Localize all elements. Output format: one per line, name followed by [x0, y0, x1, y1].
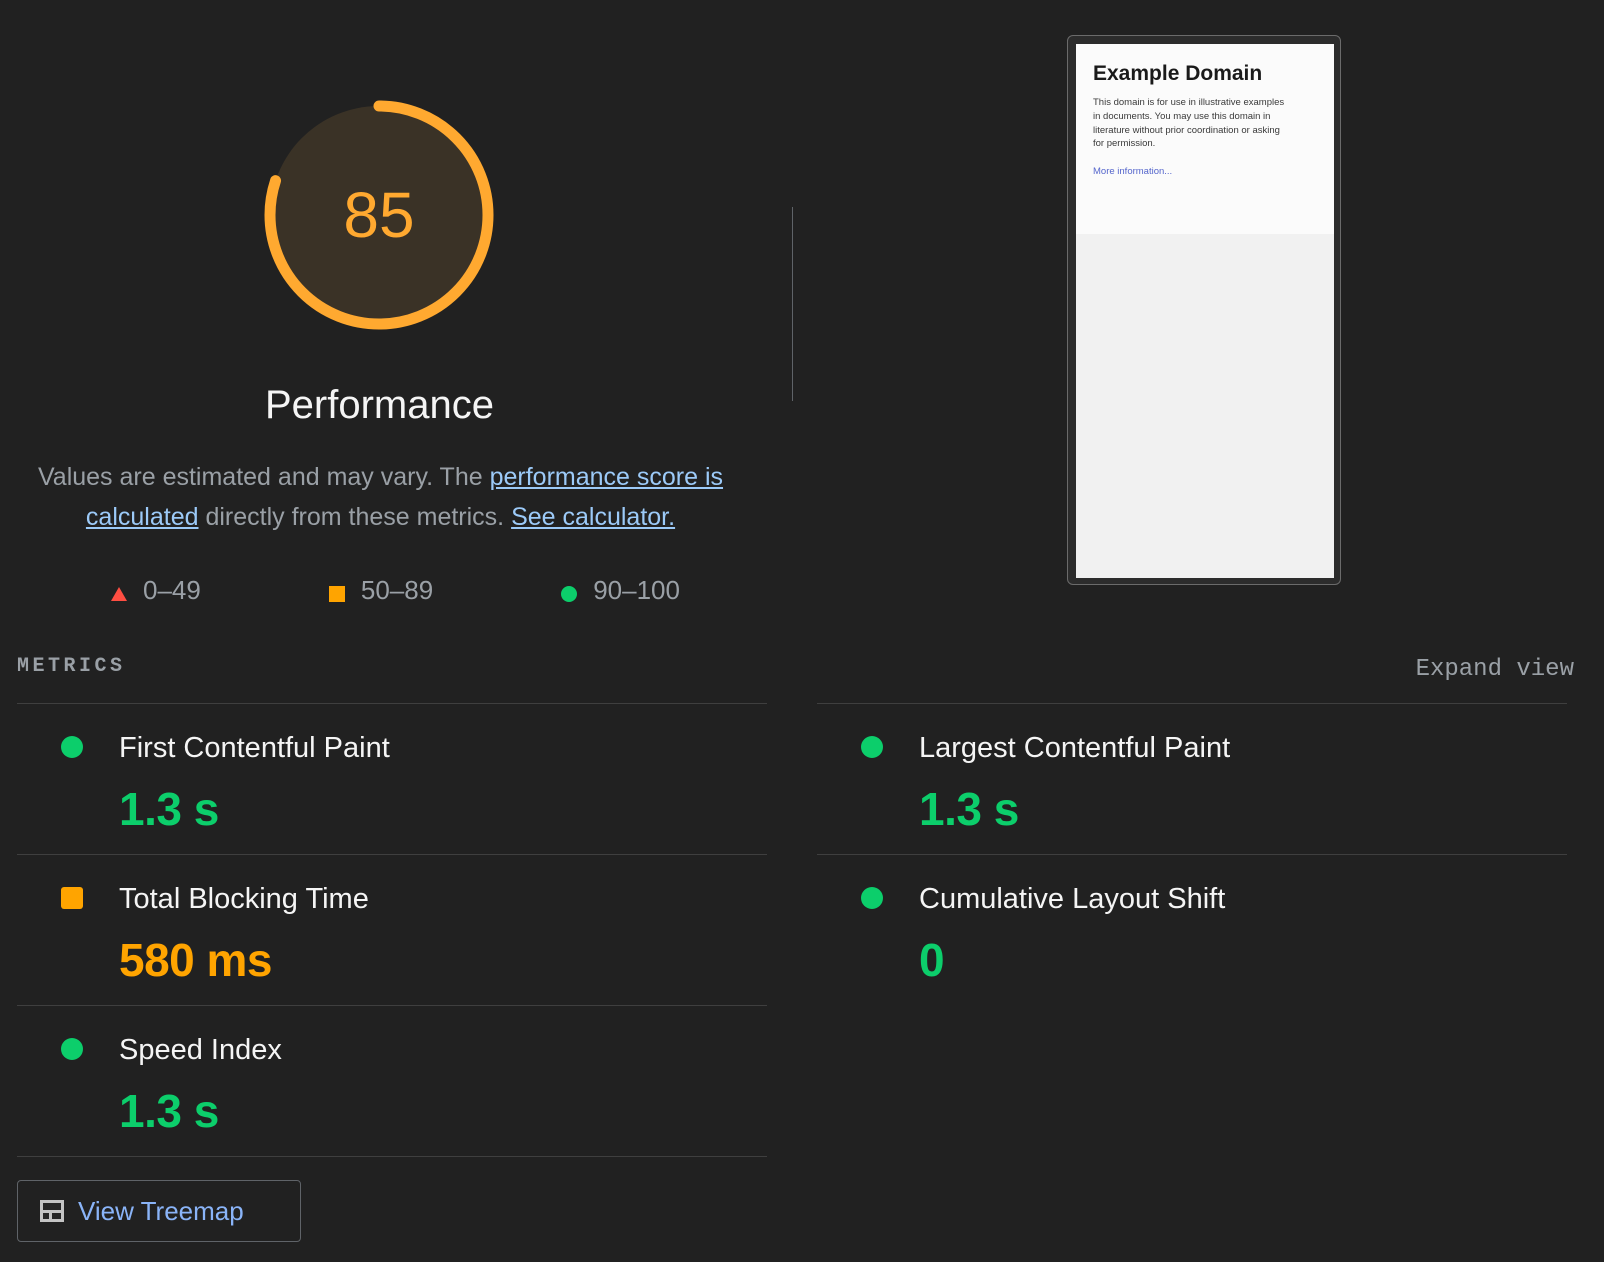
- svg-text:85: 85: [343, 179, 414, 251]
